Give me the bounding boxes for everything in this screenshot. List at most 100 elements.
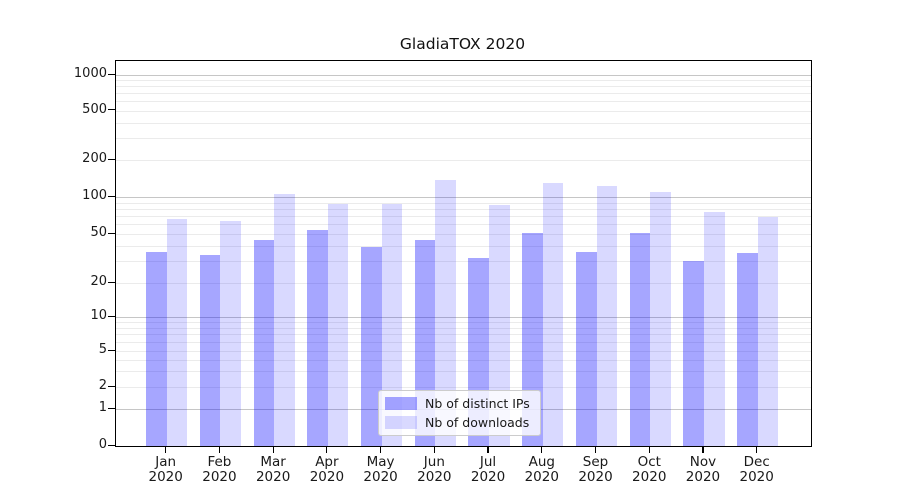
- bar-downloads-aug: [542, 182, 564, 446]
- bar-ips-feb: [199, 254, 221, 446]
- xtick-year: 2020: [255, 469, 291, 485]
- xtick-mark-may: [380, 446, 382, 453]
- xtick-month: Dec: [743, 454, 770, 470]
- xtick-label-oct: Oct 2020: [619, 455, 679, 485]
- xtick-year: 2020: [685, 469, 721, 485]
- xtick-label-jan: Jan 2020: [136, 455, 196, 485]
- ytick-label-10: 10: [90, 308, 107, 323]
- bar-ips-sep: [575, 251, 597, 446]
- xtick-year: 2020: [632, 469, 667, 485]
- ytick-mark-50: [108, 232, 115, 234]
- xtick-mark-jul: [487, 446, 489, 453]
- xtick-mark-jun: [433, 446, 435, 453]
- bar-downloads-feb: [220, 220, 242, 446]
- ytick-mark-100: [108, 195, 115, 197]
- chart-title: GladiaTOX 2020: [399, 35, 526, 53]
- gridline-minor-20: [116, 283, 811, 284]
- gridline-minor-8: [116, 327, 811, 329]
- bar-downloads-apr: [327, 204, 349, 446]
- gridline-minor-500: [116, 110, 811, 112]
- gridline-minor-300: [116, 138, 811, 140]
- xtick-month: Aug: [528, 454, 555, 470]
- bar-ips-dec: [737, 253, 758, 446]
- xtick-year: 2020: [148, 469, 183, 485]
- ytick-mark-500: [108, 109, 115, 111]
- ytick-mark-5: [108, 349, 115, 351]
- xtick-year: 2020: [524, 469, 559, 485]
- bar-downloads-jun: [435, 179, 456, 446]
- xtick-mark-aug: [541, 446, 543, 453]
- ytick-mark-20: [108, 281, 115, 283]
- gridline-minor-600: [116, 101, 811, 103]
- legend-row-downloads: Nb of downloads: [385, 415, 532, 430]
- legend-label-downloads: Nb of downloads: [425, 415, 530, 430]
- ytick-mark-200: [108, 158, 115, 160]
- gridline-minor-7: [116, 334, 811, 336]
- gridline-minor-3: [116, 371, 811, 373]
- bar-downloads-jan: [166, 219, 188, 446]
- gridline-major-10: [116, 317, 811, 318]
- gridline-minor-30: [116, 261, 811, 263]
- bar-downloads-sep: [596, 185, 618, 446]
- ytick-mark-1000: [108, 73, 115, 75]
- xtick-label-jul: Jul 2020: [458, 455, 518, 485]
- gridline-minor-400: [116, 122, 811, 124]
- xtick-label-nov: Nov 2020: [673, 455, 733, 485]
- gridline-minor-60: [116, 224, 811, 226]
- bar-downloads-mar: [274, 194, 295, 446]
- bar-downloads-oct: [650, 191, 671, 446]
- legend-label-distinct-ips: Nb of distinct IPs: [425, 396, 530, 411]
- ytick-label-5: 5: [98, 342, 107, 357]
- xtick-year: 2020: [309, 469, 345, 485]
- gridline-minor-6: [116, 342, 811, 344]
- plot-area: [115, 60, 812, 447]
- gridline-minor-80: [116, 208, 811, 210]
- gridline-minor-9: [116, 322, 811, 324]
- ytick-mark-2: [108, 385, 115, 387]
- ytick-mark-0: [108, 444, 115, 446]
- gridline-minor-700: [116, 93, 811, 95]
- xtick-label-sep: Sep 2020: [566, 455, 626, 485]
- gridline-minor-900: [116, 80, 811, 82]
- xtick-year: 2020: [363, 469, 398, 485]
- gridline-minor-4: [116, 359, 811, 361]
- ytick-label-500: 500: [82, 101, 107, 117]
- gridline-minor-50: [116, 234, 811, 235]
- xtick-label-may: May 2020: [351, 455, 411, 485]
- xtick-month: Oct: [637, 454, 661, 470]
- ytick-label-200: 200: [82, 151, 107, 166]
- xtick-label-jun: Jun 2020: [404, 455, 464, 485]
- ytick-label-20: 20: [90, 274, 107, 289]
- bar-ips-nov: [683, 261, 704, 446]
- xtick-month: Feb: [207, 454, 232, 470]
- ytick-mark-1: [108, 407, 115, 409]
- xtick-label-mar: Mar 2020: [243, 455, 303, 485]
- xtick-mark-sep: [594, 446, 597, 453]
- legend: Nb of distinct IPs Nb of downloads: [378, 390, 541, 436]
- legend-swatch-distinct-ips: [385, 397, 417, 410]
- xtick-month: Jan: [155, 454, 177, 470]
- ytick-label-50: 50: [90, 225, 107, 240]
- ytick-label-1: 1: [98, 400, 107, 415]
- gridline-minor-800: [116, 86, 811, 88]
- xtick-label-apr: Apr 2020: [297, 455, 357, 485]
- xtick-month: May: [366, 454, 395, 470]
- ytick-mark-10: [108, 315, 115, 317]
- xtick-month: Mar: [260, 454, 286, 470]
- ytick-label-1000: 1000: [73, 66, 107, 81]
- xtick-month: Jun: [423, 454, 445, 470]
- gridline-minor-200: [116, 160, 811, 161]
- xtick-mark-feb: [218, 446, 220, 453]
- bar-ips-jan: [146, 251, 167, 446]
- ytick-label-100: 100: [82, 188, 107, 203]
- xtick-label-aug: Aug 2020: [512, 455, 572, 485]
- ytick-label-2: 2: [98, 378, 107, 393]
- xtick-mark-mar: [272, 446, 274, 453]
- ytick-label-0: 0: [98, 437, 107, 452]
- xtick-year: 2020: [417, 469, 452, 485]
- gridline-minor-90: [116, 202, 811, 204]
- xtick-month: Sep: [582, 454, 609, 470]
- bar-ips-oct: [629, 232, 651, 446]
- gridline-minor-2: [116, 387, 811, 388]
